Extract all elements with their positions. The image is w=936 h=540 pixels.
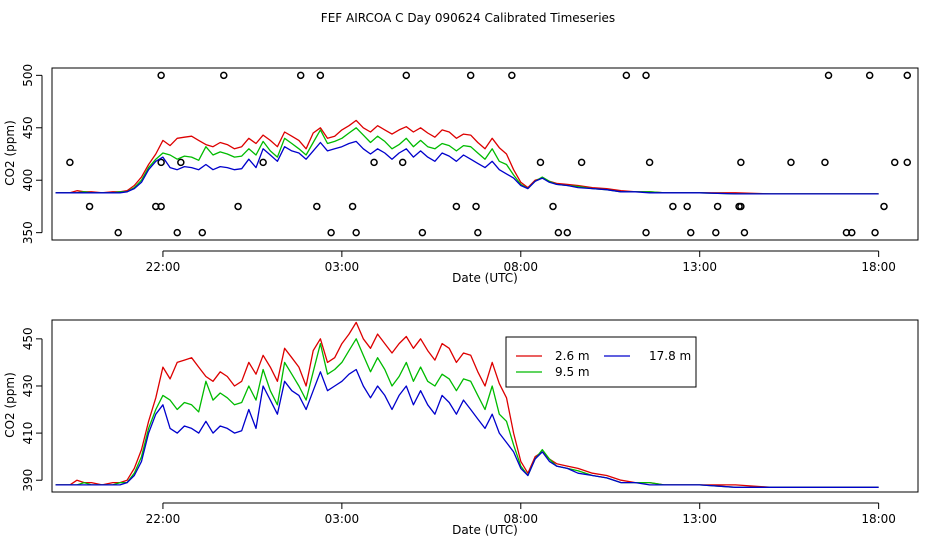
top-circle-marker xyxy=(348,202,357,211)
top-circle-marker xyxy=(737,158,745,167)
top-circle-marker xyxy=(66,158,74,167)
top-x-tick-label: 18:00 xyxy=(861,260,896,274)
bottom-series-lines xyxy=(55,321,879,488)
top-circle-marker xyxy=(642,228,650,237)
top-circle-marker xyxy=(880,202,888,211)
bottom-y-tick-label: 390 xyxy=(21,469,35,492)
top-circle-marker xyxy=(198,228,207,237)
top-circle-marker xyxy=(352,228,360,237)
top-x-tick-label: 03:00 xyxy=(325,260,360,274)
top-y-tick-label: 500 xyxy=(21,64,35,87)
top-circle-marker xyxy=(669,202,677,211)
top-y-axis-label: CO2 (ppm) xyxy=(3,120,17,186)
top-circle-marker xyxy=(821,158,829,167)
top-x-tick-label: 13:00 xyxy=(682,260,717,274)
top-circle-marker xyxy=(740,228,749,237)
top-circle-marker xyxy=(370,158,378,167)
top-circle-marker xyxy=(452,202,461,211)
bottom-y-tick-label: 450 xyxy=(21,327,35,350)
top-circle-marker xyxy=(398,158,407,167)
bottom-series-line-1 xyxy=(55,321,879,488)
legend-label-2-6m: 2.6 m xyxy=(555,349,590,363)
top-circle-marker xyxy=(687,228,695,237)
top-series-line-3 xyxy=(55,140,879,195)
top-circle-marker xyxy=(787,158,795,167)
top-panel: 22:00 03:00 08:00 13:00 18:00 350 400 450 500 D… xyxy=(3,64,919,285)
bottom-x-tick-label: 18:00 xyxy=(861,512,896,526)
bottom-x-axis: 22:00 03:00 08:00 13:00 18:00 xyxy=(146,502,896,526)
top-circle-marker xyxy=(177,158,185,167)
legend-label-9-5m: 9.5 m xyxy=(555,365,590,379)
top-circle-marker xyxy=(713,202,722,211)
figure-title: FEF AIRCOA C Day 090624 Calibrated Times… xyxy=(321,11,615,25)
top-circle-marker xyxy=(402,71,411,80)
bottom-series-line-2 xyxy=(55,338,879,488)
top-y-tick-label: 350 xyxy=(21,221,35,244)
top-circle-marker xyxy=(903,71,912,80)
bottom-x-tick-label: 08:00 xyxy=(503,512,538,526)
top-circle-marker xyxy=(327,228,335,237)
legend: 2.6 m 17.8 m 9.5 m xyxy=(505,336,697,388)
bottom-x-tick-label: 22:00 xyxy=(146,512,181,526)
bottom-y-axis: 390 410 430 450 xyxy=(21,327,43,492)
top-circle-marker xyxy=(737,202,745,211)
top-circle-marker xyxy=(466,71,475,80)
top-circle-marker xyxy=(418,228,427,237)
top-circle-marker xyxy=(871,228,879,237)
top-x-axis: 22:00 03:00 08:00 13:00 18:00 xyxy=(146,250,896,274)
top-circle-marker xyxy=(157,202,165,211)
bottom-y-tick-label: 430 xyxy=(21,375,35,398)
bottom-panel: 22:00 03:00 08:00 13:00 18:00 390 410 430 450 D… xyxy=(3,319,919,537)
top-circle-marker xyxy=(890,158,899,167)
top-x-tick-label: 22:00 xyxy=(146,260,181,274)
top-circle-marker xyxy=(645,158,654,167)
top-circle-marker xyxy=(173,228,181,237)
top-circle-marker xyxy=(903,158,912,167)
legend-label-17-8m: 17.8 m xyxy=(649,349,691,363)
top-circle-marker xyxy=(234,202,242,211)
top-circle-marker xyxy=(577,158,586,167)
top-circle-marker xyxy=(642,71,650,80)
bottom-x-tick-label: 13:00 xyxy=(682,512,717,526)
bottom-x-tick-label: 03:00 xyxy=(325,512,360,526)
top-circle-marker xyxy=(259,158,267,167)
top-y-tick-label: 400 xyxy=(21,169,35,192)
top-circle-marker xyxy=(848,228,856,237)
top-circle-marker xyxy=(316,71,325,80)
top-circle-marker xyxy=(554,228,563,237)
bottom-y-axis-label: CO2 (ppm) xyxy=(3,372,17,438)
top-circle-marker xyxy=(824,71,833,80)
top-circle-marker xyxy=(114,228,122,237)
top-circle-marker xyxy=(474,228,482,237)
bottom-series-line-3 xyxy=(55,368,879,488)
top-circle-markers xyxy=(66,71,912,237)
bottom-x-axis-label: Date (UTC) xyxy=(452,523,518,537)
top-circle-marker xyxy=(296,71,305,80)
top-circle-marker xyxy=(622,71,631,80)
top-circle-marker xyxy=(683,202,691,211)
top-x-tick-label: 08:00 xyxy=(503,260,538,274)
top-circle-marker xyxy=(549,202,557,211)
top-plot-frame xyxy=(51,67,919,241)
top-circle-marker xyxy=(220,71,228,80)
top-circle-marker xyxy=(313,202,321,211)
top-x-axis-label: Date (UTC) xyxy=(452,271,518,285)
top-y-tick-label: 450 xyxy=(21,116,35,139)
top-circle-marker xyxy=(712,228,720,237)
bottom-y-tick-label: 410 xyxy=(21,422,35,445)
top-series-lines xyxy=(55,119,879,195)
top-series-line-1 xyxy=(55,119,879,195)
top-circle-marker xyxy=(157,158,165,167)
top-circle-marker xyxy=(865,71,874,80)
top-circle-marker xyxy=(472,202,480,211)
bottom-plot-frame xyxy=(51,319,919,493)
top-circle-marker xyxy=(563,228,572,237)
top-circle-marker xyxy=(157,71,165,80)
top-circle-marker xyxy=(508,71,516,80)
top-y-axis: 350 400 450 500 xyxy=(21,64,43,244)
top-circle-marker xyxy=(536,158,545,167)
legend-box xyxy=(505,336,697,388)
top-circle-marker xyxy=(85,202,94,211)
